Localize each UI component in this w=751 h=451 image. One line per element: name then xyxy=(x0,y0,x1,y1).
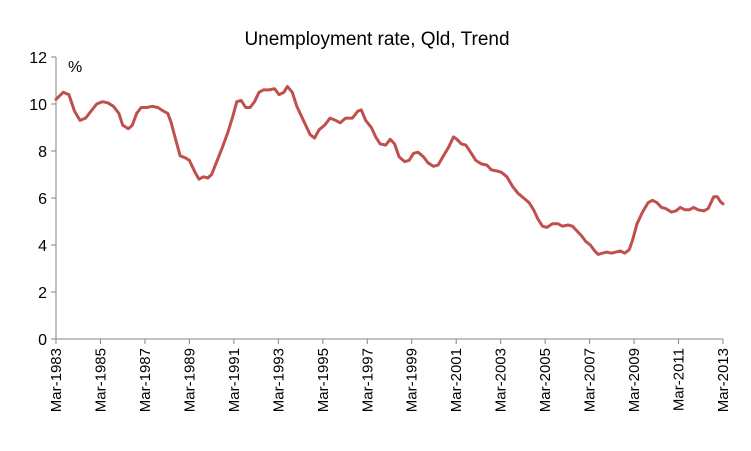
x-tick-label: Mar-2005 xyxy=(537,348,554,412)
y-tick-label: 12 xyxy=(29,50,47,67)
y-tick-label: 8 xyxy=(38,144,47,161)
x-tick-label: Mar-2009 xyxy=(626,348,643,412)
x-tick-label: Mar-2003 xyxy=(493,348,510,412)
x-tick-label: Mar-1993 xyxy=(270,348,287,412)
x-axis-ticks: Mar-1983 Mar-1985 Mar-1987 Mar-1989 Mar-1991… xyxy=(48,339,732,412)
chart-title: Unemployment rate, Qld, Trend xyxy=(244,29,509,50)
x-tick-label: Mar-1989 xyxy=(181,348,198,412)
y-tick-label: 4 xyxy=(38,238,47,255)
series-line-unemployment-rate xyxy=(54,84,725,256)
x-tick-label: Mar-1999 xyxy=(404,348,421,412)
y-tick-label: 10 xyxy=(29,97,47,114)
x-tick-label: Mar-2007 xyxy=(582,348,599,412)
x-tick-label: Mar-2013 xyxy=(715,348,732,412)
y-tick-label: 6 xyxy=(38,191,47,208)
x-tick-label: Mar-1991 xyxy=(226,348,243,412)
x-tick-label: Mar-1985 xyxy=(92,348,109,412)
x-tick-label: Mar-2011 xyxy=(671,348,688,411)
y-axis-ticks: 0 2 4 6 8 10 12 xyxy=(29,50,56,349)
x-tick-label: Mar-1987 xyxy=(137,348,154,412)
x-tick-label: Mar-1995 xyxy=(315,348,332,412)
x-tick-label: Mar-2001 xyxy=(448,348,465,412)
x-tick-label: Mar-1983 xyxy=(48,348,65,412)
y-tick-label: 0 xyxy=(38,332,47,349)
x-tick-label: Mar-1997 xyxy=(359,348,376,412)
y-tick-label: 2 xyxy=(38,285,47,302)
y-axis-unit-label: % xyxy=(68,59,82,76)
